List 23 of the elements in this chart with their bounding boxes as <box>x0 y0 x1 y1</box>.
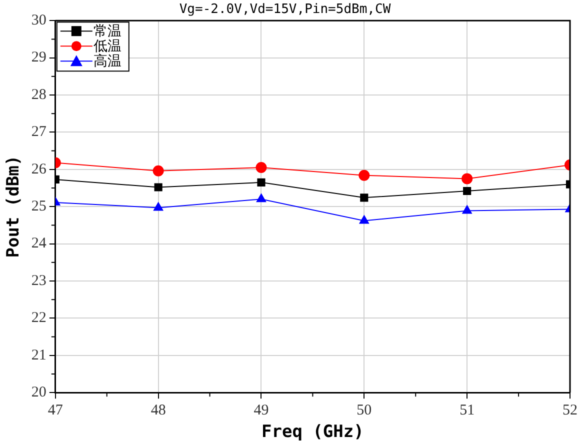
x-tick-label: 51 <box>460 402 475 419</box>
chart-title: Vg=-2.0V,Vd=15V,Pin=5dBm,CW <box>179 2 391 18</box>
y-tick-label: 21 <box>31 347 46 364</box>
y-tick-label: 23 <box>31 272 46 289</box>
y-tick-label: 30 <box>31 12 46 29</box>
y-axis-title: Pout (dBm) <box>4 155 24 258</box>
x-tick-label: 50 <box>356 402 372 419</box>
y-tick-label: 25 <box>31 198 46 215</box>
legend-label: 高温 <box>93 54 122 70</box>
y-tick-label: 27 <box>31 124 47 140</box>
x-tick-label: 47 <box>48 402 64 419</box>
x-axis-title: Freq (GHz) <box>262 422 364 442</box>
x-tick-label: 48 <box>150 402 166 419</box>
legend-label: 常温 <box>93 24 122 40</box>
y-tick-label: 20 <box>31 384 46 401</box>
y-tick-label: 26 <box>31 161 47 178</box>
y-tick-label: 29 <box>31 50 46 66</box>
y-tick-label: 24 <box>31 236 47 252</box>
x-tick-label: 52 <box>562 402 578 419</box>
legend-label: 低温 <box>93 38 122 55</box>
x-tick-label: 49 <box>254 402 269 419</box>
y-tick-label: 28 <box>31 86 46 103</box>
y-tick-label: 22 <box>31 310 46 326</box>
